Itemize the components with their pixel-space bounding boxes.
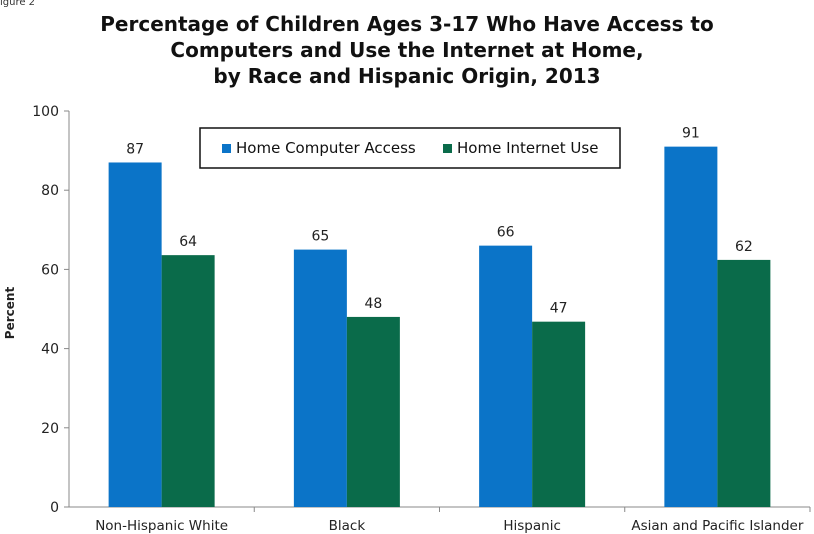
x-tick-label: Black (329, 518, 366, 534)
y-tick-label: 60 (41, 262, 59, 278)
data-label: 64 (179, 234, 197, 250)
y-tick-label: 20 (41, 421, 59, 437)
y-tick-label: 100 (32, 104, 59, 120)
bar (293, 249, 347, 507)
bar (717, 259, 771, 507)
data-label: 66 (497, 225, 515, 241)
legend-label: Home Computer Access (236, 139, 416, 157)
x-tick-label: Non-Hispanic White (95, 518, 228, 534)
chart-bars (108, 146, 771, 508)
y-tick-label: 0 (50, 500, 59, 516)
chart-title-line-3: by Race and Hispanic Origin, 2013 (213, 64, 601, 88)
bar (479, 245, 533, 507)
legend-swatch (222, 144, 231, 153)
x-tick-label: Asian and Pacific Islander (631, 518, 803, 534)
chart-title-line-2: Computers and Use the Internet at Home, (170, 38, 644, 62)
x-tick-label: Hispanic (503, 518, 561, 534)
y-axis-title: Percent (3, 287, 17, 340)
chart-title: Percentage of Children Ages 3-17 Who Hav… (0, 11, 814, 89)
y-tick-label: 40 (41, 342, 59, 358)
bar (108, 162, 162, 508)
data-label: 47 (550, 301, 568, 317)
legend-swatch (443, 144, 452, 153)
data-label: 48 (364, 296, 382, 312)
bar (346, 316, 400, 507)
figure-label: igure 2 (0, 0, 36, 8)
bar (532, 321, 586, 507)
bar (161, 255, 215, 507)
data-label: 91 (682, 126, 700, 142)
bar (664, 146, 718, 507)
y-tick-label: 80 (41, 183, 59, 199)
data-label: 62 (735, 239, 753, 255)
chart-data-labels: 87 65 66 91 64 48 47 62 (126, 126, 753, 317)
legend-box (199, 127, 621, 169)
legend-label: Home Internet Use (457, 139, 598, 157)
chart-title-line-1: Percentage of Children Ages 3-17 Who Hav… (100, 12, 714, 36)
chart-legend: Home Computer Access Home Internet Use (199, 127, 621, 169)
data-label: 87 (126, 141, 144, 157)
data-label: 65 (311, 229, 329, 245)
